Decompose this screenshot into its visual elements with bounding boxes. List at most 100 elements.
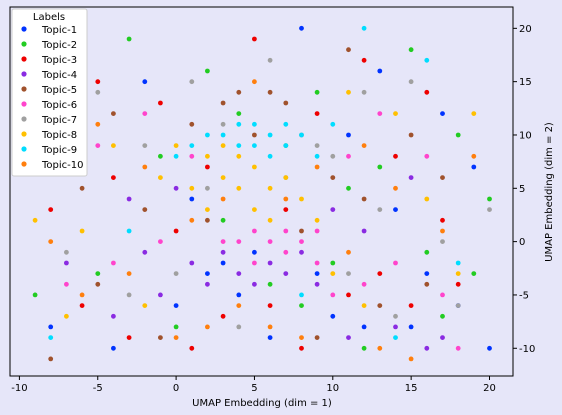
point-9-10 bbox=[252, 143, 257, 149]
point-6-18 bbox=[346, 153, 351, 159]
plot-background bbox=[10, 7, 513, 376]
point-4-14 bbox=[283, 271, 289, 276]
point-6-20 bbox=[377, 111, 383, 116]
point-1-11 bbox=[267, 335, 273, 340]
point-6-15 bbox=[314, 228, 320, 234]
point-10-12 bbox=[267, 324, 273, 330]
legend-label-6: Topic-6 bbox=[41, 100, 77, 111]
point-10-18 bbox=[377, 345, 383, 351]
data-points bbox=[32, 25, 492, 362]
point-5-18 bbox=[361, 196, 367, 202]
plot-frame bbox=[9, 6, 514, 377]
point-8-1 bbox=[32, 217, 38, 223]
point-7-22 bbox=[455, 303, 461, 308]
point-5-8 bbox=[205, 217, 210, 223]
point-2-5 bbox=[158, 153, 163, 159]
point-7-4 bbox=[126, 292, 132, 298]
point-7-8 bbox=[205, 185, 210, 191]
point-8-12 bbox=[220, 143, 226, 149]
point-6-23 bbox=[440, 292, 445, 298]
point-7-17 bbox=[361, 89, 367, 95]
point-3-8 bbox=[189, 345, 195, 351]
point-3-5 bbox=[126, 335, 132, 340]
point-5-14 bbox=[299, 228, 304, 234]
point-2-19 bbox=[424, 249, 430, 255]
point-2-20 bbox=[440, 313, 445, 319]
point-6-4 bbox=[142, 111, 148, 116]
point-4-4 bbox=[126, 196, 132, 202]
y-tick-label: -5 bbox=[519, 290, 529, 301]
point-10-1 bbox=[48, 239, 54, 245]
point-3-13 bbox=[283, 207, 289, 213]
point-7-5 bbox=[142, 143, 148, 149]
point-10-11 bbox=[252, 79, 257, 85]
point-3-10 bbox=[220, 313, 226, 319]
point-2-22 bbox=[471, 271, 477, 276]
point-1-6 bbox=[189, 196, 195, 202]
point-9-18 bbox=[330, 121, 336, 127]
point-1-4 bbox=[142, 79, 148, 85]
point-9-13 bbox=[267, 153, 273, 159]
point-5-11 bbox=[252, 132, 257, 138]
point-8-17 bbox=[267, 185, 273, 191]
x-tick-label: -5 bbox=[93, 383, 103, 394]
point-6-21 bbox=[393, 260, 398, 266]
point-1-3 bbox=[111, 345, 116, 351]
point-8-13 bbox=[236, 185, 242, 191]
point-5-22 bbox=[440, 175, 445, 181]
point-3-23 bbox=[455, 281, 461, 287]
point-4-7 bbox=[173, 185, 179, 191]
point-1-5 bbox=[173, 303, 179, 308]
point-2-14 bbox=[330, 260, 336, 266]
point-6-9 bbox=[252, 228, 257, 234]
point-5-7 bbox=[189, 121, 195, 127]
legend-marker-8 bbox=[21, 131, 27, 137]
point-1-17 bbox=[377, 68, 383, 74]
x-tick-label: 0 bbox=[173, 383, 179, 394]
point-10-10 bbox=[236, 303, 242, 308]
point-8-18 bbox=[267, 217, 273, 223]
point-1-18 bbox=[393, 207, 398, 213]
point-2-21 bbox=[455, 132, 461, 138]
point-8-4 bbox=[111, 143, 116, 149]
point-4-10 bbox=[220, 249, 226, 255]
point-8-5 bbox=[142, 303, 148, 308]
point-10-7 bbox=[189, 217, 195, 223]
legend-marker-1 bbox=[21, 26, 27, 32]
legend-label-4: Topic-4 bbox=[41, 70, 77, 81]
point-6-19 bbox=[361, 281, 367, 287]
point-9-4 bbox=[173, 153, 179, 159]
point-8-11 bbox=[220, 175, 226, 181]
point-9-22 bbox=[424, 57, 430, 63]
point-9-15 bbox=[283, 121, 289, 127]
x-axis-label: UMAP Embedding (dim = 1) bbox=[192, 398, 332, 409]
legend-marker-7 bbox=[21, 116, 27, 122]
point-3-6 bbox=[158, 100, 163, 106]
point-4-18 bbox=[346, 335, 351, 340]
point-6-7 bbox=[220, 239, 226, 245]
point-5-10 bbox=[236, 89, 242, 95]
point-6-8 bbox=[236, 239, 242, 245]
point-7-15 bbox=[330, 153, 336, 159]
point-5-6 bbox=[158, 335, 163, 340]
point-8-26 bbox=[424, 196, 430, 202]
point-7-23 bbox=[487, 207, 492, 213]
point-3-21 bbox=[424, 89, 430, 95]
point-1-20 bbox=[424, 271, 430, 276]
point-3-9 bbox=[205, 164, 210, 170]
point-1-13 bbox=[314, 271, 320, 276]
point-10-6 bbox=[173, 335, 179, 340]
legend-label-1: Topic-1 bbox=[41, 25, 77, 36]
point-10-3 bbox=[95, 121, 101, 127]
point-1-15 bbox=[346, 132, 351, 138]
point-2-17 bbox=[377, 164, 383, 170]
point-8-23 bbox=[346, 89, 351, 95]
point-10-20 bbox=[408, 356, 414, 362]
point-10-15 bbox=[314, 164, 320, 170]
point-2-13 bbox=[314, 89, 320, 95]
point-4-1 bbox=[64, 260, 69, 266]
point-4-20 bbox=[393, 324, 398, 330]
point-3-22 bbox=[440, 217, 445, 223]
point-7-2 bbox=[64, 249, 69, 255]
